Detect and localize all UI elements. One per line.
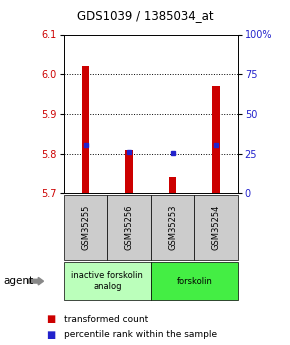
Text: GDS1039 / 1385034_at: GDS1039 / 1385034_at: [77, 9, 213, 22]
Bar: [168, 177, 176, 193]
Text: GSM35256: GSM35256: [124, 205, 134, 250]
Text: inactive forskolin
analog: inactive forskolin analog: [71, 272, 143, 291]
Text: forskolin: forskolin: [176, 277, 212, 286]
Text: percentile rank within the sample: percentile rank within the sample: [64, 330, 217, 339]
Text: GSM35253: GSM35253: [168, 205, 177, 250]
Text: transformed count: transformed count: [64, 315, 148, 324]
Text: agent: agent: [3, 276, 33, 286]
Text: ■: ■: [46, 314, 56, 324]
Text: GSM35254: GSM35254: [211, 205, 221, 250]
Bar: [212, 86, 220, 193]
Text: GSM35255: GSM35255: [81, 205, 90, 250]
Text: ■: ■: [46, 330, 56, 339]
Bar: [125, 150, 133, 193]
Bar: [81, 66, 89, 193]
